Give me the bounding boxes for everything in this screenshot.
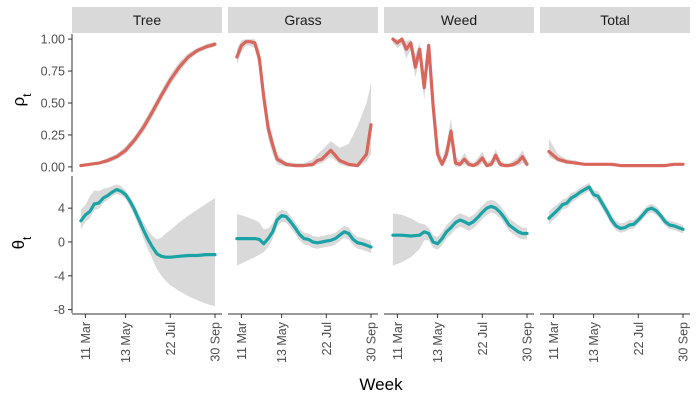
x-axes: 11 Mar 13 May 22 Jul 30 Sep 11 Mar 13 May 22 J… [72,313,691,363]
ribbon-rho-grass [236,39,371,167]
ribbon-rho-tree [80,41,216,167]
y-tick-label: -8 [54,303,65,317]
ribbon-theta-tree [80,184,216,307]
y-axis-title-theta-symbol: θ [9,240,28,249]
line-rho-grass [235,40,373,168]
line-rho-tree [79,42,217,168]
x-tick-label: 30 Sep [365,322,379,362]
y-tick-label: 0.75 [41,65,65,79]
line-theta-grass [235,214,373,249]
line-theta-total [547,185,685,231]
x-tick-label: 11 Mar [391,322,405,360]
y-tick-label: 4 [58,202,65,216]
x-tick-label: 13 May [587,321,601,363]
x-tick-label: 30 Sep [209,322,223,362]
panel-theta-weed [391,199,529,266]
x-tick-label: 11 Mar [235,322,249,360]
y-tick-label: 0 [58,235,65,249]
panel-rho-weed [391,37,529,168]
facet-label-weed: Weed [441,12,477,28]
facet-label-grass: Grass [284,12,321,28]
y-tick-label: 0.00 [41,160,65,174]
y-axes: 0.00 0.25 0.50 0.75 1.00 -8 -4 0 4 [41,33,73,317]
y-axis-title-theta: θt [9,236,34,249]
x-tick-label: 22 Jul [632,322,646,355]
line-rho-weed [391,37,529,168]
x-tick-label: 13 May [275,321,289,363]
y-axis-title-rho: ρt [9,93,34,107]
facet-strip-weed [384,7,534,33]
line-rho-total [547,150,685,168]
x-tick-label: 22 Jul [476,322,490,355]
facet-strip-total [540,7,690,33]
x-tick-label: 22 Jul [320,322,334,355]
x-tick-label: 30 Sep [677,322,691,362]
panel-theta-total [547,182,685,234]
y-tick-label: 1.00 [41,33,65,47]
y-tick-label: 0.25 [41,128,65,142]
panel-theta-grass [235,209,373,266]
panel-rho-total [547,138,685,168]
facet-strips: Tree Grass Weed Total [72,7,690,33]
y-tick-label: -4 [54,269,65,283]
x-tick-label: 13 May [431,321,445,363]
x-axis-title: Week [359,375,403,394]
facet-label-tree: Tree [133,12,161,28]
x-tick-label: 13 May [119,321,133,363]
x-tick-label: 11 Mar [79,322,93,360]
ribbon-theta-weed [392,199,527,266]
x-tick-label: 30 Sep [521,322,535,362]
y-axis-title-rho-subscript: t [20,93,34,97]
facet-panels [79,37,685,307]
y-axis-title-theta-subscript: t [20,236,34,240]
panel-theta-tree [79,184,217,307]
x-tick-label: 11 Mar [547,322,561,360]
line-theta-tree [79,187,217,259]
facet-strip-tree [72,7,222,33]
facet-strip-grass [228,7,378,33]
facet-label-total: Total [600,12,630,28]
y-tick-label: 0.50 [41,97,65,111]
panel-rho-tree [79,41,217,168]
line-theta-weed [391,204,529,246]
y-axis-title-rho-symbol: ρ [9,97,28,107]
x-tick-label: 22 Jul [164,322,178,355]
panel-rho-grass [235,39,373,168]
